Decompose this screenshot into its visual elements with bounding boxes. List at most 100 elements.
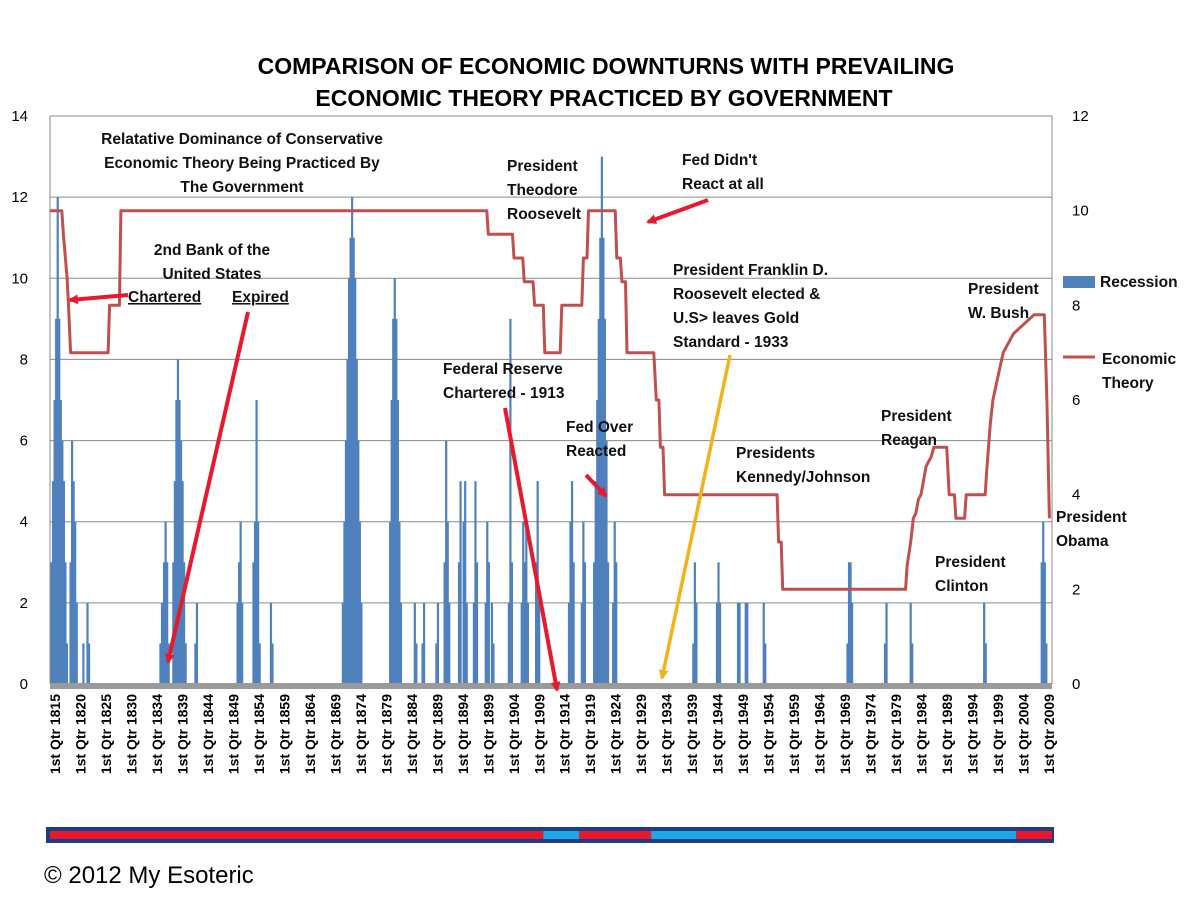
recession-bar (74, 521, 77, 684)
recession-bar (166, 562, 169, 684)
chart-title-line-2: ECONOMIC THEORY PRACTICED BY GOVERNMENT (315, 85, 892, 111)
recession-bar (885, 602, 888, 684)
annotation-text: Obama (1056, 533, 1109, 550)
annotation-text: Fed Over (566, 419, 633, 436)
color-band (46, 827, 1054, 843)
x-axis-tick-label: 1st Qtr 1909 (531, 694, 547, 774)
recession-bar (70, 440, 74, 684)
recession-bar (462, 521, 465, 684)
arrow-fed-didnt-react (646, 198, 709, 224)
recession-bar (195, 602, 199, 684)
recession-bar (354, 278, 357, 684)
x-axis-tick-label: 1st Qtr 1825 (98, 694, 114, 774)
recession-bar (746, 602, 749, 684)
x-axis-tick-label: 1st Qtr 1859 (276, 694, 292, 774)
recession-bar (352, 237, 355, 684)
recession-bar (567, 602, 571, 684)
annotation-arrows (68, 198, 732, 692)
economic-theory-path (50, 209, 1051, 591)
recession-bar (53, 400, 56, 684)
recession-bar (178, 400, 181, 684)
recession-bar (1043, 562, 1046, 684)
recession-bar (448, 602, 451, 684)
recession-bar (984, 643, 987, 684)
annotation-text: The Government (180, 179, 303, 196)
recession-bar (1045, 643, 1048, 684)
recession-bar (415, 643, 418, 684)
annotation-text: Chartered - 1913 (443, 385, 565, 402)
recession-bar (612, 602, 615, 684)
recession-bar (492, 643, 495, 684)
recession-bar (1040, 562, 1043, 684)
x-axis-tick-label: 1st Qtr 1830 (124, 694, 140, 774)
recession-bar (569, 521, 572, 684)
recession-bar (909, 602, 912, 684)
annotation-text: Clinton (935, 578, 988, 595)
annotation-text: President (507, 158, 578, 175)
legend-swatch-recession (1063, 276, 1095, 288)
recession-bar (526, 602, 529, 684)
recession-bar (764, 643, 767, 684)
recession-bar (572, 562, 575, 684)
x-axis-tick-label: 1st Qtr 1815 (47, 694, 63, 774)
recession-bar (523, 562, 526, 684)
recession-bar (395, 318, 398, 684)
x-axis-tick-label: 1st Qtr 1949 (735, 694, 751, 774)
recession-bar (349, 237, 352, 684)
annotation-text: Relatative Dominance of Conservative (101, 131, 383, 148)
right-axis-tick-label: 2 (1072, 581, 1080, 598)
recession-bar (507, 602, 510, 684)
recession-bar (849, 562, 852, 684)
annotation-text: Presidents (736, 445, 815, 462)
recession-bar (1042, 521, 1045, 684)
recession-bar (239, 521, 242, 684)
recession-bar (58, 318, 61, 684)
x-axis-tick-label: 1st Qtr 1944 (710, 694, 726, 774)
recession-bar (599, 237, 602, 684)
recession-bar (606, 562, 610, 684)
recession-bar (50, 562, 53, 684)
recession-bar (413, 602, 416, 684)
recession-bar (464, 481, 467, 684)
color-band-segment (579, 831, 652, 839)
recession-bar (351, 197, 354, 684)
annotation-text: Kennedy/Johnson (736, 469, 870, 486)
x-axis-tick-label: 1st Qtr 1869 (327, 694, 343, 774)
recession-bar (443, 562, 446, 684)
legend-label: Recession (1100, 274, 1178, 291)
color-band-segment (543, 831, 580, 839)
x-axis-line (50, 683, 1052, 689)
recession-bar (510, 562, 514, 684)
recession-bar (176, 359, 180, 684)
recession-bar (738, 602, 741, 684)
recession-bar (846, 643, 849, 684)
recession-bar (522, 521, 525, 684)
recession-bar (241, 602, 244, 684)
x-axis-tick-label: 1st Qtr 1889 (429, 694, 445, 774)
recession-bar (51, 481, 55, 684)
recession-bar (744, 602, 747, 684)
recession-bar (82, 643, 85, 684)
x-axis-tick-label: 1st Qtr 1834 (149, 694, 165, 774)
recession-bar (396, 400, 399, 684)
left-axis-tick-label: 6 (20, 433, 28, 450)
recession-bar (253, 521, 257, 684)
recession-bar (602, 237, 605, 684)
color-band-segment (651, 831, 1017, 839)
recession-bar (487, 562, 490, 684)
x-axis-tick-label: 1st Qtr 1864 (302, 694, 318, 774)
recession-bar (613, 521, 616, 684)
x-axis-tick-label: 1st Qtr 1899 (480, 694, 496, 774)
legend-label: Economic (1102, 351, 1176, 368)
recession-bar (436, 602, 440, 684)
annotation-text: Roosevelt (507, 206, 581, 223)
recession-bar (55, 318, 58, 684)
x-axis-tick-label: 1st Qtr 1959 (786, 694, 802, 774)
recession-bar (86, 602, 89, 684)
copyright: © 2012 My Esoteric (44, 862, 254, 889)
recession-bar (520, 602, 523, 684)
x-axis-tick-label: 1st Qtr 2009 (1041, 694, 1057, 774)
annotation-text: President (935, 554, 1006, 571)
annotation-text: Standard - 1933 (673, 334, 789, 351)
